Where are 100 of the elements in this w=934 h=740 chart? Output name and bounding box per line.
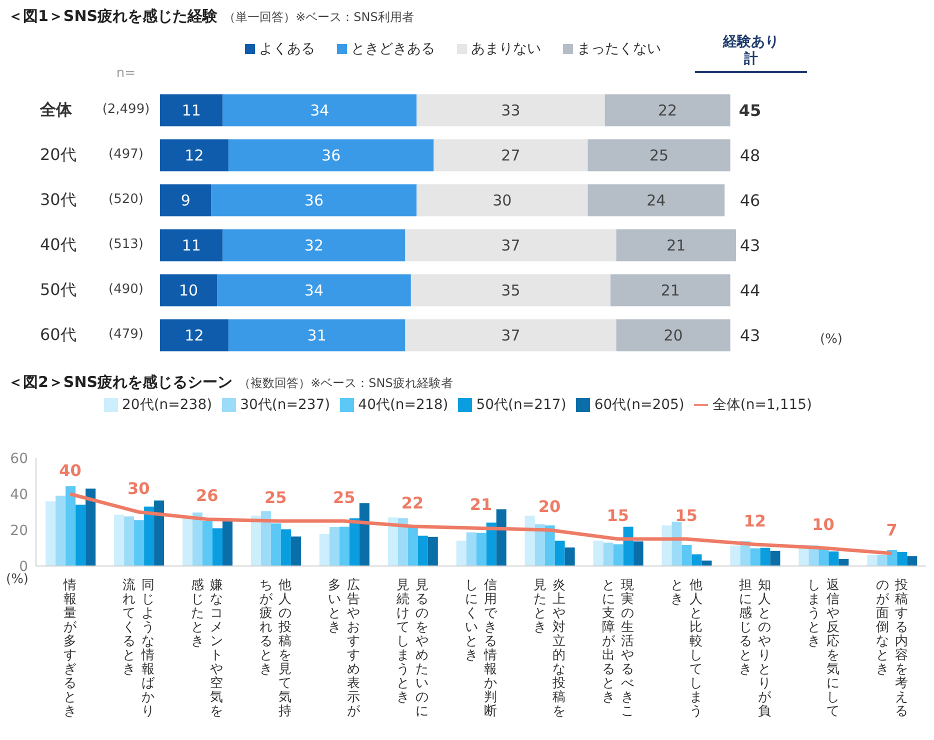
bar — [554, 540, 565, 566]
bar — [66, 486, 76, 566]
bar — [770, 550, 780, 566]
data-label: 15 — [606, 506, 630, 525]
data-label: 10 — [812, 515, 834, 534]
text: 46 — [738, 190, 762, 210]
data-label: 25 — [649, 146, 669, 165]
bar — [182, 518, 193, 566]
bar — [86, 488, 96, 566]
bar — [405, 229, 616, 262]
bar — [588, 184, 725, 216]
bar — [434, 139, 588, 172]
bar — [603, 542, 614, 566]
bar — [610, 274, 730, 306]
bar — [114, 514, 124, 566]
bar — [616, 229, 736, 262]
data-label: 21 — [470, 495, 492, 514]
text: 48 — [738, 146, 762, 164]
data-label: 7 — [886, 520, 898, 540]
data-label: 30 — [492, 192, 512, 210]
bar — [730, 545, 740, 566]
bar — [228, 319, 406, 352]
category-label: 情報量が多すぎるとき — [64, 578, 77, 719]
text: 45 — [738, 100, 762, 120]
data-label: 12 — [184, 326, 204, 345]
bar — [672, 522, 682, 566]
bar — [662, 525, 672, 566]
bar — [270, 523, 281, 566]
chart-title: ＜図2＞SNS疲れを感じるシーン — [8, 373, 233, 391]
data-label: 33 — [501, 102, 520, 120]
bar — [222, 94, 417, 126]
data-label: 37 — [501, 326, 520, 345]
bar — [160, 94, 223, 126]
bar — [838, 558, 849, 566]
data-label: 34 — [310, 102, 330, 120]
bar — [349, 518, 360, 566]
bar — [466, 532, 476, 566]
legend-label: まったくない — [576, 40, 661, 58]
bar — [388, 517, 398, 566]
legend-label: 20代(n=238) — [122, 397, 212, 413]
bar — [222, 521, 233, 566]
text: 経験あり計 — [722, 34, 780, 68]
bar — [160, 229, 223, 262]
category-label: 返信や反応を気にしてしまうとき — [807, 578, 840, 719]
data-label: 25 — [332, 488, 356, 507]
bar — [329, 526, 340, 566]
bar — [907, 556, 918, 566]
legend-label: ときどきある — [350, 40, 435, 58]
bar — [877, 554, 888, 566]
data-label: 25 — [264, 488, 287, 507]
category-label: 広告やおすすめ表示が多いとき — [328, 578, 360, 719]
data-label: 37 — [501, 236, 520, 255]
data-label: 30 — [128, 479, 150, 498]
data-label: 36 — [304, 192, 324, 210]
legend-label: 全体(n=1,115) — [712, 397, 812, 413]
y-tick-label: 20 — [10, 522, 28, 539]
data-label: 22 — [401, 493, 424, 512]
bar — [359, 503, 370, 566]
bar — [476, 532, 486, 566]
text: 43 — [738, 236, 762, 254]
bar — [456, 540, 466, 566]
bar — [702, 560, 712, 566]
y-tick-label: 60代 — [40, 324, 76, 346]
chart-title: ＜図1＞SNS疲れを感じた経験 — [8, 7, 218, 25]
data-label: 35 — [501, 282, 520, 300]
bar — [134, 520, 144, 566]
data-label: 11 — [182, 102, 201, 120]
text: 44 — [738, 280, 762, 300]
bar — [405, 319, 616, 352]
bar — [486, 522, 496, 566]
bar — [250, 516, 261, 566]
bar — [76, 504, 86, 566]
bar — [897, 552, 908, 566]
bar — [428, 536, 438, 566]
bar — [410, 274, 611, 306]
data-label: 9 — [180, 192, 190, 210]
category-label: 他人の投稿を見て気持ちが疲れるとき — [260, 578, 292, 719]
y-tick-label: 30代 — [40, 190, 76, 210]
y-tick-label: 50代 — [40, 280, 76, 300]
bar — [633, 541, 644, 566]
bar — [144, 506, 154, 566]
data-label: 22 — [658, 102, 678, 120]
bar — [228, 139, 434, 172]
category-label: 見るのをやめたいのに見続けてしまうとき — [396, 578, 429, 719]
text: (513) — [108, 236, 144, 252]
data-label: 15 — [675, 506, 698, 525]
bar — [534, 524, 545, 566]
bar — [160, 139, 228, 172]
bar — [339, 526, 350, 566]
legend-label: あまりない — [470, 40, 541, 58]
bar — [211, 184, 417, 216]
bar — [192, 512, 203, 566]
data-label: 36 — [322, 146, 341, 165]
bar — [682, 544, 692, 566]
bar — [280, 529, 291, 566]
text: (490) — [108, 282, 144, 296]
y-tick-label: 全体 — [40, 100, 72, 120]
text: 43 — [738, 326, 762, 344]
y-tick-label: 20代 — [40, 144, 76, 166]
category-label: 他人と比較してしまうとき — [670, 578, 702, 719]
